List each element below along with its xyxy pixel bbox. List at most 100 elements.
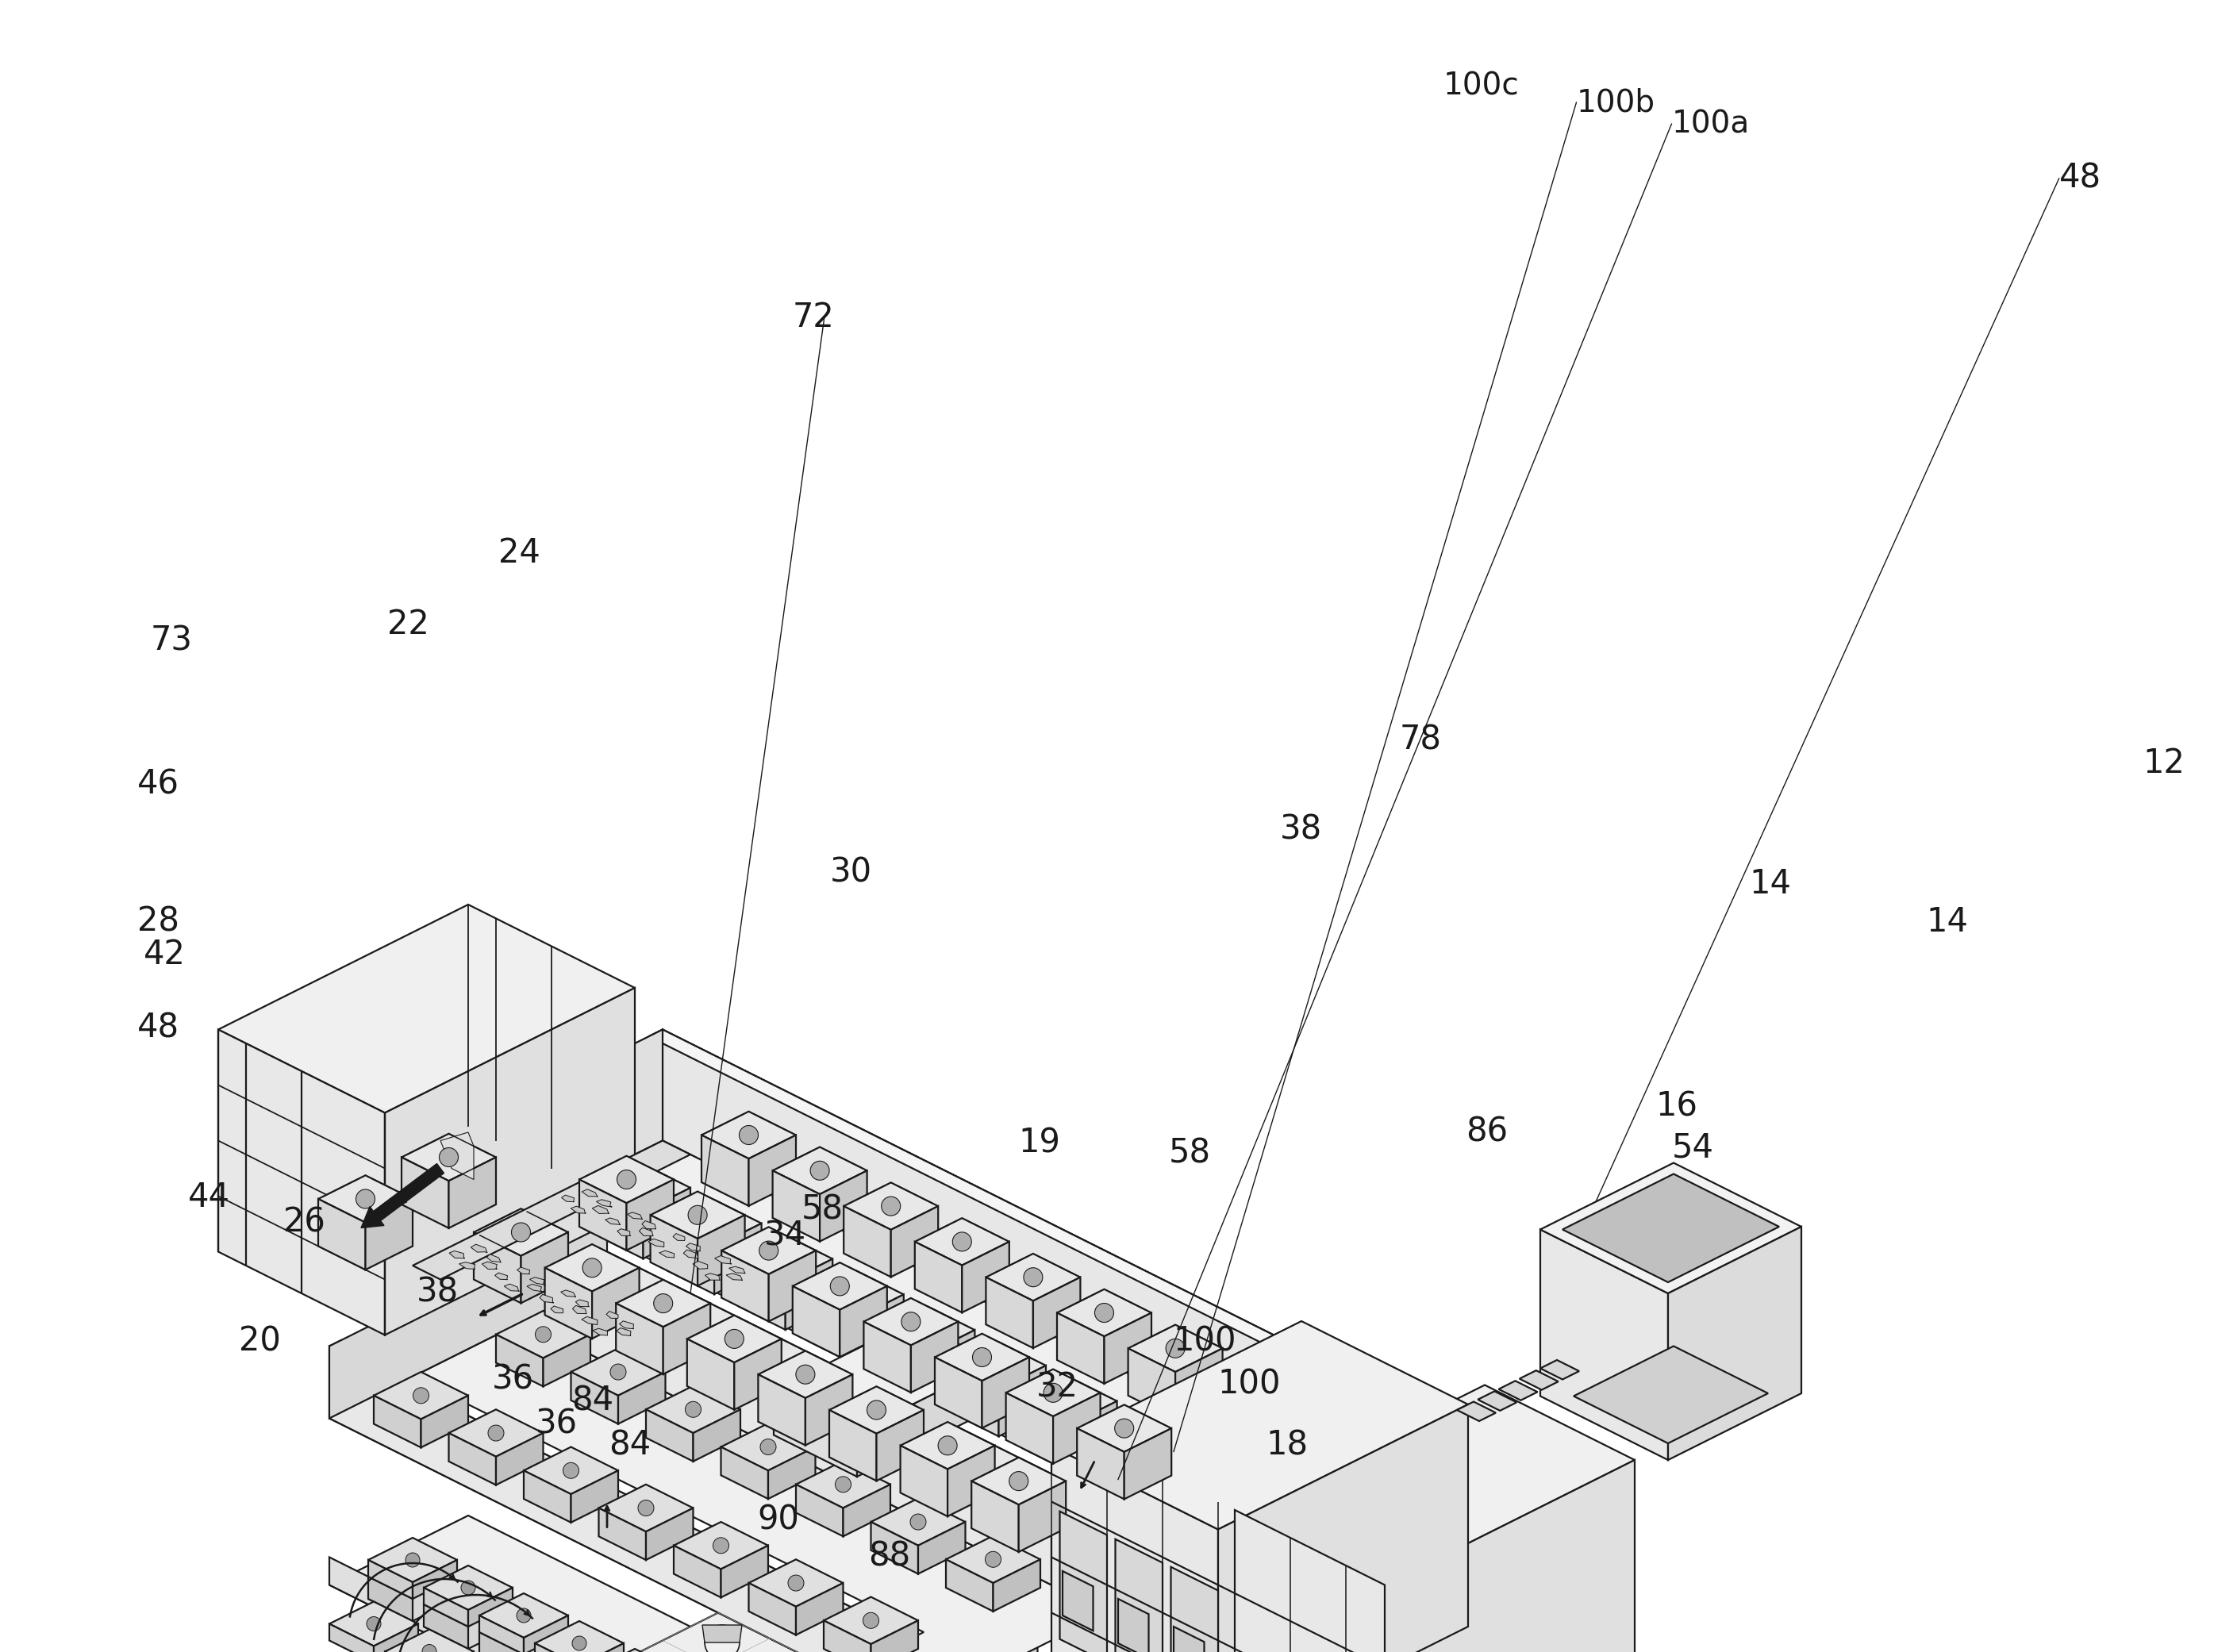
Polygon shape: [571, 1206, 587, 1213]
Polygon shape: [890, 1206, 939, 1277]
Polygon shape: [649, 1029, 1302, 1356]
Polygon shape: [693, 1406, 704, 1495]
Polygon shape: [1056, 1289, 1151, 1336]
Polygon shape: [806, 1374, 852, 1446]
Polygon shape: [571, 1348, 666, 1396]
Polygon shape: [458, 1262, 476, 1269]
Polygon shape: [618, 1371, 666, 1424]
Polygon shape: [1235, 1510, 1384, 1652]
Polygon shape: [646, 1508, 693, 1559]
Polygon shape: [551, 1307, 562, 1313]
Polygon shape: [1271, 1439, 1289, 1531]
Circle shape: [461, 1581, 476, 1594]
Circle shape: [788, 1574, 804, 1591]
Polygon shape: [330, 1346, 912, 1652]
Text: 38: 38: [1280, 813, 1322, 846]
Polygon shape: [1056, 1313, 1105, 1384]
Circle shape: [653, 1294, 673, 1313]
Text: 38: 38: [416, 1275, 458, 1308]
Polygon shape: [576, 1300, 589, 1307]
Polygon shape: [684, 1251, 697, 1259]
Polygon shape: [474, 1209, 569, 1256]
Polygon shape: [934, 1358, 983, 1427]
Text: 90: 90: [757, 1503, 799, 1536]
Polygon shape: [1052, 1322, 1468, 1530]
Polygon shape: [330, 1602, 418, 1645]
Polygon shape: [928, 1330, 974, 1401]
Circle shape: [536, 1327, 551, 1343]
Polygon shape: [728, 1267, 746, 1274]
Circle shape: [423, 1644, 436, 1652]
Text: 20: 20: [239, 1325, 281, 1358]
Text: 72: 72: [793, 301, 835, 334]
Polygon shape: [412, 1029, 1302, 1474]
Polygon shape: [844, 1485, 890, 1536]
Text: 36: 36: [536, 1408, 578, 1441]
Polygon shape: [591, 1649, 680, 1652]
Polygon shape: [401, 1158, 449, 1227]
Polygon shape: [627, 1180, 673, 1251]
Polygon shape: [1173, 1627, 1204, 1652]
Circle shape: [901, 1312, 921, 1332]
Circle shape: [990, 1356, 1007, 1374]
Polygon shape: [839, 1287, 888, 1356]
Text: 14: 14: [1749, 867, 1791, 900]
Circle shape: [1010, 1472, 1027, 1490]
Polygon shape: [582, 1317, 598, 1325]
Polygon shape: [660, 1251, 675, 1257]
Text: 48: 48: [137, 1011, 179, 1044]
Polygon shape: [994, 1559, 1041, 1611]
Polygon shape: [857, 1363, 996, 1477]
Polygon shape: [1477, 1391, 1517, 1411]
Polygon shape: [870, 1521, 919, 1574]
Polygon shape: [467, 1588, 514, 1627]
Circle shape: [368, 1617, 381, 1631]
Text: 86: 86: [1466, 1115, 1508, 1148]
Polygon shape: [748, 1135, 795, 1206]
Circle shape: [759, 1241, 779, 1260]
Polygon shape: [330, 1624, 374, 1652]
Polygon shape: [449, 1251, 465, 1259]
Polygon shape: [596, 1199, 611, 1208]
Polygon shape: [536, 1644, 580, 1652]
Polygon shape: [824, 1621, 870, 1652]
Polygon shape: [702, 1626, 742, 1642]
Polygon shape: [529, 1277, 545, 1285]
Polygon shape: [844, 1183, 939, 1229]
Polygon shape: [582, 1189, 598, 1198]
Polygon shape: [472, 1295, 483, 1384]
Text: 48: 48: [2059, 162, 2101, 195]
Text: 46: 46: [137, 768, 179, 801]
Polygon shape: [1105, 1313, 1151, 1384]
Circle shape: [724, 1330, 744, 1348]
Polygon shape: [937, 1272, 954, 1365]
Polygon shape: [1116, 1540, 1162, 1652]
Circle shape: [356, 1189, 374, 1209]
Polygon shape: [615, 1303, 664, 1374]
Polygon shape: [496, 1335, 542, 1386]
Polygon shape: [686, 1315, 782, 1363]
Polygon shape: [985, 1254, 1080, 1300]
Polygon shape: [914, 1242, 963, 1313]
Polygon shape: [1541, 1163, 1802, 1294]
Polygon shape: [545, 1244, 640, 1292]
Text: 100b: 100b: [1576, 88, 1654, 117]
Polygon shape: [830, 1386, 923, 1434]
Polygon shape: [496, 1272, 507, 1280]
Circle shape: [985, 1551, 1001, 1568]
Circle shape: [848, 1285, 866, 1303]
Polygon shape: [788, 1459, 804, 1550]
Polygon shape: [677, 1403, 693, 1495]
Circle shape: [1094, 1303, 1114, 1322]
Polygon shape: [1457, 1401, 1497, 1421]
Polygon shape: [662, 1029, 1302, 1460]
Polygon shape: [1171, 1566, 1218, 1652]
Circle shape: [511, 1222, 531, 1242]
Polygon shape: [496, 1612, 1078, 1652]
Polygon shape: [580, 1113, 1302, 1474]
Polygon shape: [642, 1221, 655, 1229]
Polygon shape: [1563, 1175, 1780, 1282]
Polygon shape: [374, 1396, 421, 1447]
Polygon shape: [573, 1305, 587, 1313]
Polygon shape: [651, 1214, 697, 1285]
